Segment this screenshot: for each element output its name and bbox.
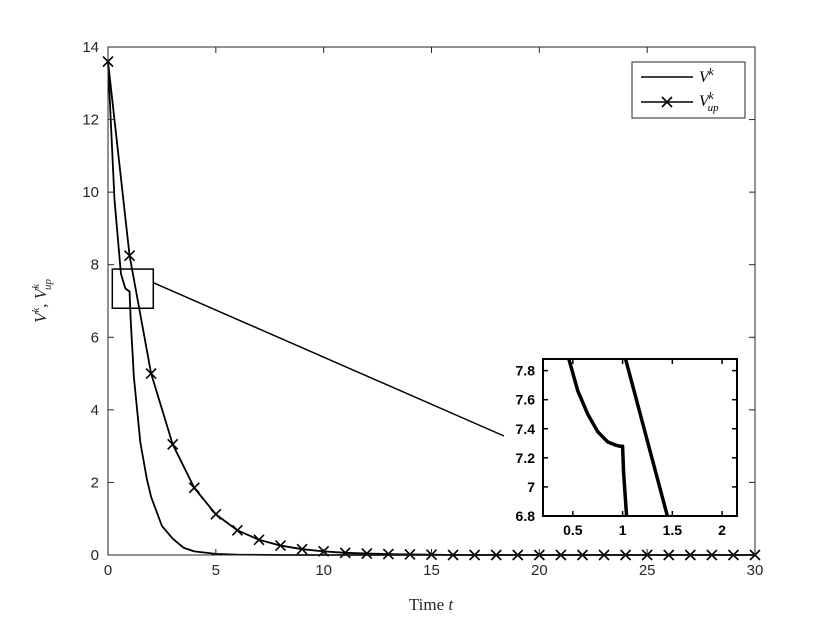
x-tick-label: 5 bbox=[212, 562, 220, 579]
legend-marker-vup bbox=[661, 96, 673, 108]
inset-x-tick-label: 1.5 bbox=[663, 522, 683, 538]
x-tick-label: 25 bbox=[639, 562, 656, 579]
y-tick-label: 10 bbox=[82, 184, 99, 201]
inset-y-tick-label: 7.4 bbox=[516, 421, 536, 437]
x-tick-label: 20 bbox=[531, 562, 548, 579]
inset-x-tick-label: 1 bbox=[619, 522, 627, 538]
x-tick-label: 30 bbox=[747, 562, 764, 579]
inset-y-tick-label: 7.6 bbox=[516, 392, 536, 408]
svg-text:Vk, Vkup: Vk, Vkup bbox=[30, 278, 54, 323]
x-marker bbox=[210, 508, 222, 520]
y-tick-label: 4 bbox=[91, 402, 99, 419]
x-marker bbox=[145, 368, 157, 380]
y-tick-label: 6 bbox=[91, 329, 99, 346]
zoom-connector bbox=[152, 281, 505, 437]
inset-y-tick-label: 7.8 bbox=[516, 363, 536, 379]
x-marker bbox=[188, 482, 200, 494]
legend-box bbox=[631, 61, 746, 119]
y-tick-label: 0 bbox=[91, 547, 99, 564]
inset-y-tick-label: 7 bbox=[527, 479, 535, 495]
y-tick-label: 8 bbox=[91, 257, 99, 274]
y-axis-label: Vk, Vkup bbox=[30, 278, 54, 323]
inset-x-tick-label: 0.5 bbox=[563, 522, 583, 538]
inset-line-vup bbox=[623, 359, 670, 516]
x-tick-label: 0 bbox=[104, 562, 112, 579]
inset-y-tick-label: 6.8 bbox=[516, 508, 536, 524]
x-tick-label: 10 bbox=[315, 562, 332, 579]
y-tick-label: 14 bbox=[82, 39, 99, 56]
inset-frame bbox=[542, 358, 738, 517]
x-marker bbox=[231, 524, 243, 536]
x-marker bbox=[124, 250, 136, 262]
legend: Vk Vk up bbox=[631, 61, 746, 119]
inset-line-vk bbox=[567, 359, 629, 516]
inset-y-tick-label: 7.2 bbox=[516, 450, 536, 466]
x-marker bbox=[253, 534, 265, 546]
x-tick-label: 15 bbox=[423, 562, 440, 579]
x-marker bbox=[274, 540, 287, 552]
x-marker bbox=[404, 548, 416, 561]
x-marker bbox=[339, 547, 351, 559]
x-marker bbox=[382, 548, 394, 560]
x-marker bbox=[167, 438, 179, 450]
x-marker bbox=[361, 547, 373, 560]
x-axis-label: Time t bbox=[409, 595, 455, 614]
x-marker bbox=[296, 543, 308, 555]
inset-background bbox=[543, 359, 737, 516]
zoom-rectangle bbox=[111, 268, 155, 310]
inset-x-tick-label: 2 bbox=[718, 522, 726, 538]
y-tick-label: 12 bbox=[82, 112, 99, 129]
y-tick-label: 2 bbox=[91, 474, 99, 491]
